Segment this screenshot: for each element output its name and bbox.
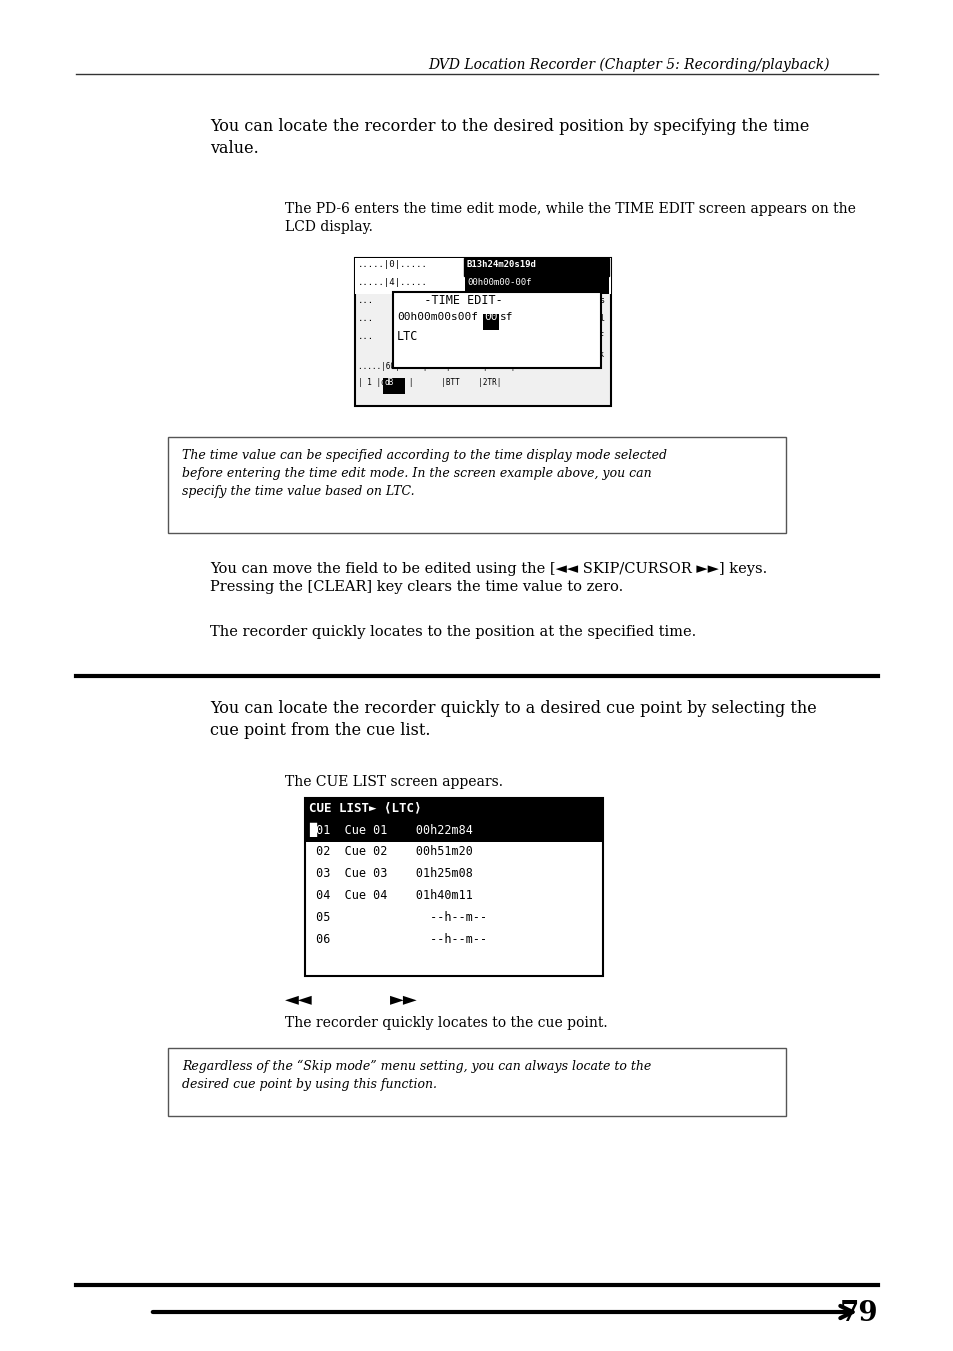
Text: 79: 79 [839,1300,877,1327]
Text: .....|4|.....: .....|4|..... [357,278,428,286]
Bar [168,436,785,534]
Bar [463,258,608,276]
Text: The PD-6 enters the time edit mode, while the TIME EDIT screen appears on the
LC: The PD-6 enters the time edit mode, whil… [285,203,855,235]
Text: 02  Cue 02    00h51m20: 02 Cue 02 00h51m20 [309,844,473,858]
Bar [168,1048,785,1116]
Bar [305,798,602,975]
Bar [305,820,602,842]
Text: -TIME EDIT-: -TIME EDIT- [402,295,502,307]
Text: 03  Cue 03    01h25m08: 03 Cue 03 01h25m08 [309,867,473,880]
Text: The time value can be specified according to the time display mode selected
befo: The time value can be specified accordin… [182,449,666,499]
Text: ►►: ►► [390,990,417,1008]
Text: 00: 00 [483,312,497,322]
Bar [355,258,610,407]
Bar [382,378,405,394]
Text: B13h24m20s19d: B13h24m20s19d [467,259,537,269]
Text: F: F [598,332,603,340]
Text: ...: ... [357,313,374,323]
Bar [355,276,610,295]
Text: s: s [598,296,603,305]
Text: sf: sf [499,312,513,322]
Bar [464,276,608,295]
Text: The recorder quickly locates to the position at the specified time.: The recorder quickly locates to the posi… [210,626,696,639]
Text: k: k [598,350,603,359]
Text: CUE LIST► ⟨LTC⟩: CUE LIST► ⟨LTC⟩ [309,801,421,815]
Bar [482,313,498,330]
Text: The recorder quickly locates to the cue point.: The recorder quickly locates to the cue … [285,1016,607,1029]
Text: ...: ... [357,332,374,340]
Text: The CUE LIST screen appears.: The CUE LIST screen appears. [285,775,502,789]
Text: You can locate the recorder quickly to a desired cue point by selecting the
cue : You can locate the recorder quickly to a… [210,700,816,739]
Text: .....|0|.....: .....|0|..... [357,259,428,269]
Text: ...: ... [357,296,374,305]
Text: .....|60|.....|FREE|CLK INT|24bit|: .....|60|.....|FREE|CLK INT|24bit| [357,362,515,372]
Text: 00h00m00s00f: 00h00m00s00f [396,312,477,322]
Text: | 1 |dB| 2 |      |BTT    |2TR|: | 1 |dB| 2 | |BTT |2TR| [357,378,501,386]
Text: l: l [598,313,603,323]
Bar [305,798,602,820]
Text: 05              --h--m--: 05 --h--m-- [309,911,487,924]
Text: You can locate the recorder to the desired position by specifying the time
value: You can locate the recorder to the desir… [210,118,808,157]
Text: dB: dB [385,378,394,386]
Text: 00h00m00-00f: 00h00m00-00f [467,278,531,286]
Bar [355,258,610,276]
Text: DVD Location Recorder (Chapter 5: Recording/playback): DVD Location Recorder (Chapter 5: Record… [428,58,829,73]
Bar [464,258,608,276]
Text: 06              --h--m--: 06 --h--m-- [309,934,487,946]
Text: You can move the field to be edited using the [◄◄ SKIP/CURSOR ►►] keys.
Pressing: You can move the field to be edited usin… [210,562,766,594]
Bar [393,292,600,367]
Text: ◄◄: ◄◄ [285,990,313,1008]
Text: █01  Cue 01    00h22m84: █01 Cue 01 00h22m84 [309,823,473,838]
Text: Regardless of the “Skip mode” menu setting, you can always locate to the
desired: Regardless of the “Skip mode” menu setti… [182,1061,651,1092]
Text: 04  Cue 04    01h40m11: 04 Cue 04 01h40m11 [309,889,473,902]
Text: LTC: LTC [396,330,418,343]
